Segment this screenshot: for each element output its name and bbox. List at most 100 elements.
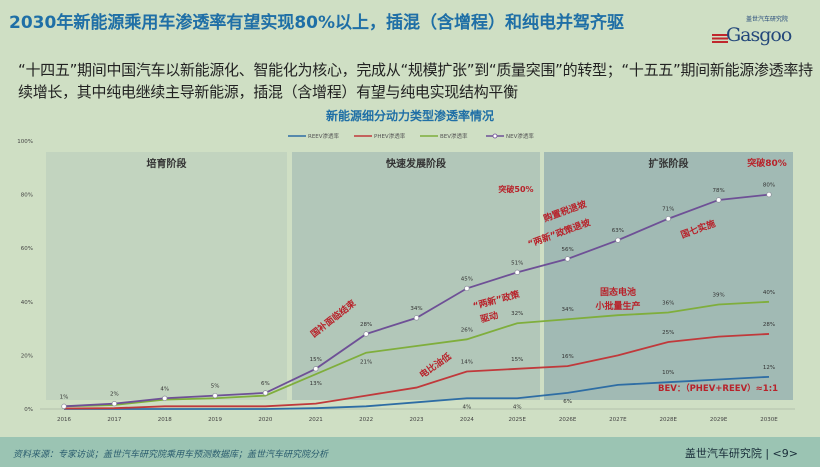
legend-label: REEV渗透率 [308, 132, 340, 140]
source-note: 资料来源：专家访谈；盖世汽车研究院乘用车预测数据库；盖世汽车研究院分析 [13, 450, 329, 460]
data-point [464, 285, 470, 292]
stage-region [292, 152, 540, 400]
data-point [665, 216, 671, 222]
data-label: 28% [763, 322, 775, 328]
data-label: 34% [561, 307, 573, 313]
data-label: 10% [662, 370, 674, 376]
chart-title: 新能源细分动力类型渗透率情况 [325, 109, 494, 123]
data-label: 6% [563, 399, 572, 405]
chart-annotation: 小批量生产 [594, 300, 640, 312]
data-point [162, 395, 168, 401]
data-point [212, 392, 218, 399]
gasgoo-logo: Gasgoo 盖世汽车研究院 [712, 14, 812, 48]
data-label: 16% [561, 354, 573, 360]
y-tick-label: 40% [21, 300, 33, 306]
legend-marker [492, 133, 498, 139]
logo-cn-label: 盖世汽车研究院 [746, 16, 789, 23]
data-label: 6% [261, 381, 270, 387]
x-tick-label: 2021 [309, 417, 323, 423]
penetration-chart: 培育阶段 快速发展阶段 扩张阶段 0% 20% 40% 60% 80% 100% 2016 2017… [17, 132, 795, 423]
data-label: 25% [662, 330, 674, 336]
data-label: 12% [763, 365, 775, 371]
legend-label: BEV渗透率 [440, 132, 468, 140]
x-tick-label: 2024 [460, 417, 474, 423]
data-label: 39% [713, 292, 725, 298]
x-tick-label: 2023 [410, 417, 424, 423]
x-tick-label: 2018 [158, 417, 172, 423]
data-label: 40% [763, 290, 775, 296]
x-tick-label: 2028E [660, 417, 678, 423]
y-tick-label: 100% [17, 139, 33, 145]
data-label: 36% [662, 301, 674, 307]
x-tick-label: 2029E [710, 417, 728, 423]
data-point [61, 403, 67, 409]
data-point [615, 237, 621, 243]
x-tick-label: 2027E [609, 417, 627, 423]
data-label: 26% [461, 327, 473, 333]
chart-annotation: BEV：（PHEV+REEV）≈1:1 [658, 383, 778, 394]
legend-label: PHEV渗透率 [374, 132, 406, 140]
y-tick-label: 20% [21, 353, 33, 359]
stage-label: 扩张阶段 [649, 157, 689, 170]
data-label: 14% [461, 359, 473, 365]
data-label: 2% [110, 392, 119, 398]
x-tick-label: 2020 [258, 417, 272, 423]
page-title: 2030年新能源乘用车渗透率有望实现80%以上，插混（含增程）和纯电并驾齐驱 [9, 13, 625, 33]
x-tick-label: 2016 [57, 417, 71, 423]
x-tick-label: 2017 [107, 417, 121, 423]
x-tick-label: 2026E [559, 417, 577, 423]
data-label: 15% [511, 357, 523, 363]
footer: 资料来源：专家访谈；盖世汽车研究院乘用车预测数据库；盖世汽车研究院分析 盖世汽车… [0, 437, 820, 467]
chart-annotation: 驱动 [479, 310, 499, 325]
stage-region [544, 152, 793, 400]
x-tick-label: 2022 [359, 417, 373, 423]
data-label: 4% [160, 386, 169, 392]
chart-annotation: 突破50% [498, 184, 533, 194]
data-label: 21% [360, 360, 372, 366]
data-label: 56% [561, 247, 573, 253]
data-label: 51% [511, 260, 523, 266]
series-line [64, 375, 770, 410]
data-label: 78% [713, 188, 725, 194]
y-tick-label: 0% [24, 407, 33, 413]
data-label: 13% [310, 381, 322, 387]
data-label: 80% [763, 183, 775, 189]
data-point [514, 269, 520, 275]
data-point [111, 400, 118, 407]
y-tick-label: 80% [21, 193, 33, 199]
series-line [63, 300, 770, 408]
data-label: 4% [513, 404, 522, 410]
x-tick-label: 2019 [208, 417, 222, 423]
x-tick-label: 2030E [760, 417, 778, 423]
data-label: 5% [211, 384, 220, 390]
data-label: 63% [612, 228, 624, 234]
data-label: 28% [360, 322, 372, 328]
y-tick-label: 60% [21, 246, 33, 252]
data-point [766, 191, 772, 198]
data-point [715, 197, 722, 203]
data-label: 45% [461, 276, 473, 282]
page-brand: 盖世汽车研究院 | <9> [684, 447, 798, 460]
chart-annotation: 固态电池 [600, 286, 636, 298]
data-point [564, 256, 571, 262]
data-point [313, 366, 319, 372]
data-label: 1% [60, 394, 69, 400]
data-label: 34% [410, 306, 422, 312]
data-label: 4% [462, 404, 471, 410]
stage-label: 培育阶段 [147, 157, 187, 170]
stage-region [46, 152, 287, 400]
legend-label: NEV渗透率 [506, 132, 534, 140]
data-point [413, 315, 420, 321]
data-point [363, 331, 369, 337]
data-label: 32% [511, 311, 523, 317]
x-tick-label: 2025E [508, 417, 526, 423]
chart-annotation: 突破80% [747, 157, 787, 169]
data-point [262, 390, 269, 396]
subtitle: “十四五”期间中国汽车以新能源化、智能化为核心，完成从“规模扩张”到“质量突围”… [18, 61, 813, 101]
logo-wordmark: Gasgoo [726, 24, 792, 46]
logo-stripes [712, 34, 728, 43]
stage-label: 快速发展阶段 [385, 157, 446, 170]
data-label: 71% [662, 207, 674, 213]
data-label: 15% [310, 357, 322, 363]
series-line [63, 333, 770, 410]
